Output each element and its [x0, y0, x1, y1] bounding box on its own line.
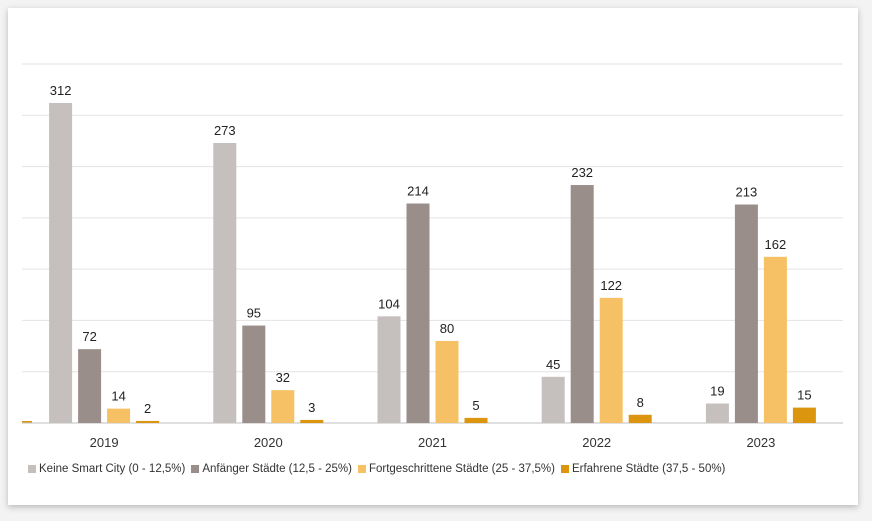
- data-label: 19: [710, 384, 724, 399]
- data-label: 72: [82, 329, 96, 344]
- bar-2022-1: [541, 376, 565, 423]
- data-label: 45: [546, 357, 560, 372]
- data-label: 273: [214, 123, 236, 138]
- data-label: 3: [308, 400, 315, 415]
- x-tick-label: 2022: [582, 435, 611, 450]
- data-label: 95: [247, 306, 261, 321]
- bar-2021-2: [406, 203, 430, 423]
- legend-label: Fortgeschrittene Städte (25 - 37,5%): [368, 463, 555, 475]
- bar-2020-3: [271, 390, 295, 423]
- data-label: 213: [736, 185, 758, 200]
- bar-2023-4: [792, 407, 816, 423]
- bar-2019-3: [107, 408, 131, 423]
- legend-swatch: [560, 465, 569, 473]
- bar-2023-1: [705, 403, 729, 423]
- bar-2020-2: [242, 325, 266, 423]
- data-label: 8: [637, 395, 644, 410]
- legend: Keine Smart City (0 - 12,5%) Anfänger Stä…: [28, 463, 725, 475]
- x-tick-label: 2023: [746, 435, 775, 450]
- bar-2021-1: [377, 316, 401, 423]
- legend-label: Keine Smart City (0 - 12,5%): [39, 463, 186, 475]
- bar-2022-3: [599, 297, 623, 423]
- legend-label: Erfahrene Städte (37,5 - 50%): [571, 463, 726, 475]
- legend-item: Erfahrene Städte (37,5 - 50%): [560, 463, 726, 475]
- data-label: 14: [111, 389, 125, 404]
- bar-2021-3: [435, 340, 459, 423]
- data-label: 162: [765, 237, 787, 252]
- bar-2019-1: [49, 102, 73, 423]
- data-label: 80: [440, 321, 454, 336]
- bar-2022-2: [570, 185, 594, 423]
- data-label: 104: [378, 296, 400, 311]
- data-label: 232: [571, 165, 593, 180]
- bar-2021-4: [464, 417, 488, 423]
- data-label: 312: [50, 83, 72, 98]
- partial-bar: [22, 421, 32, 423]
- bar-2020-4: [300, 419, 324, 423]
- data-label: 2: [144, 401, 151, 416]
- legend-item: Anfänger Städte (12,5 - 25%): [191, 463, 352, 475]
- legend-item: Fortgeschrittene Städte (25 - 37,5%): [357, 463, 555, 475]
- data-label: 122: [600, 278, 622, 293]
- bar-2022-4: [628, 414, 652, 423]
- bar-2020-1: [213, 142, 237, 424]
- data-label: 32: [276, 370, 290, 385]
- bar-2023-2: [734, 204, 758, 423]
- data-label: 5: [472, 398, 479, 413]
- legend-swatch: [28, 465, 36, 473]
- bar-2023-3: [763, 256, 787, 423]
- x-tick-label: 2021: [418, 435, 447, 450]
- bar-2019-4: [136, 420, 160, 423]
- legend-swatch: [357, 465, 366, 473]
- data-label: 15: [797, 388, 811, 403]
- legend-label: Anfänger Städte (12,5 - 25%): [202, 463, 352, 475]
- legend-swatch: [191, 465, 200, 473]
- x-tick-label: 2019: [90, 435, 119, 450]
- x-tick-label: 2020: [254, 435, 283, 450]
- legend-item: Keine Smart City (0 - 12,5%): [28, 463, 185, 475]
- data-label: 214: [407, 183, 429, 198]
- bar-2019-2: [78, 349, 102, 423]
